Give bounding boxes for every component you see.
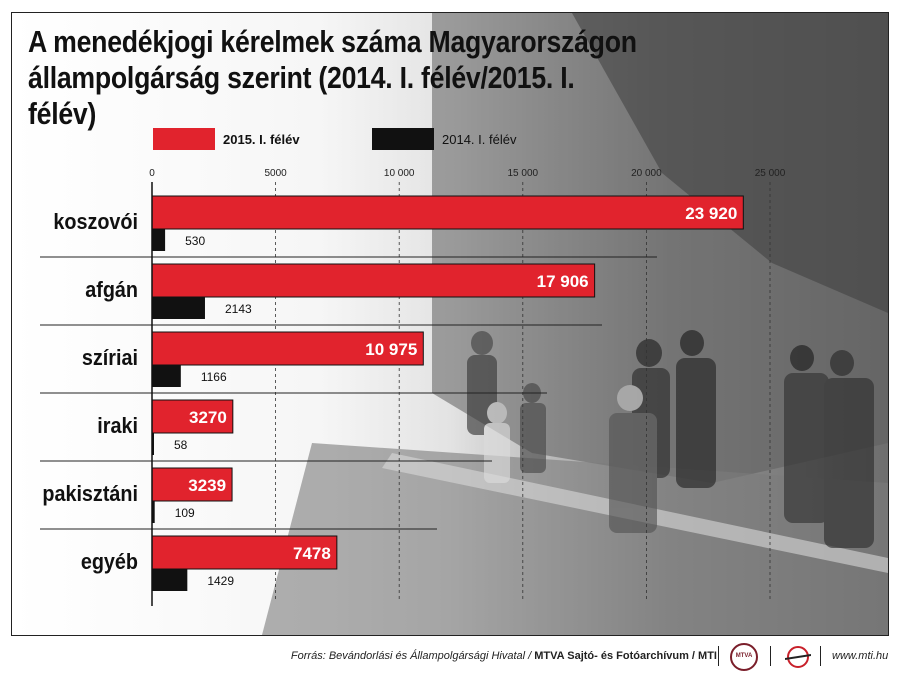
footer-divider: [820, 646, 821, 666]
data-label-2015: 10 975: [365, 340, 417, 359]
source-credit: MTVA Sajtó- és Fotóarchívum / MTI: [534, 650, 717, 662]
bar-2014: [152, 229, 166, 251]
category-label: koszovói: [53, 210, 138, 234]
bar-2015: [151, 263, 596, 298]
category-label: egyéb: [81, 550, 138, 574]
data-label-2014: 530: [185, 234, 205, 248]
data-label-2014: 2143: [225, 302, 252, 316]
bar-2014: [152, 501, 155, 523]
x-tick-label: 10 000: [384, 168, 415, 179]
category-label: iraki: [97, 414, 138, 438]
x-tick-label: 20 000: [631, 168, 662, 179]
x-tick-label: 15 000: [508, 168, 539, 179]
legend-item-2014: 2014. I. félév: [372, 127, 516, 151]
category-label: szíriai: [82, 346, 138, 370]
category-label: pakisztáni: [42, 482, 138, 506]
category-label: afgán: [85, 278, 138, 302]
data-label-2015: 3239: [188, 476, 226, 495]
bar-2015: [151, 331, 424, 366]
legend-label-2015: 2015. I. félév: [223, 131, 300, 147]
background-photo-refugees: [262, 13, 888, 635]
title-line-2: állampolgárság szerint (2014. I. félév/2…: [28, 60, 575, 131]
bar-2014: [152, 365, 181, 387]
legend-item-2015: 2015. I. félév: [153, 127, 300, 151]
data-label-2015: 23 920: [685, 204, 737, 223]
legend-swatch-2015: [153, 128, 215, 150]
bar-2015: [151, 399, 234, 434]
data-label-2014: 109: [175, 506, 195, 520]
source-text: Forrás: Bevándorlási és Állampolgársági …: [291, 650, 717, 662]
data-label-2015: 7478: [293, 544, 331, 563]
x-tick-label: 25 000: [755, 168, 786, 179]
bar-2015: [151, 535, 338, 570]
legend-label-2014: 2014. I. félév: [442, 131, 517, 147]
legend-swatch-2014: [372, 128, 434, 150]
x-tick-label: 5000: [264, 168, 287, 179]
bar-2014: [152, 569, 188, 591]
data-label-2014: 1166: [201, 370, 227, 384]
chart-title: A menedékjogi kérelmek száma Magyarorszá…: [28, 24, 647, 132]
bar-2015: [151, 195, 744, 230]
data-label-2014: 1429: [207, 574, 234, 588]
source-prefix: Forrás: Bevándorlási és Állampolgársági …: [290, 650, 535, 662]
bar-2015: [151, 467, 233, 502]
footer: Forrás: Bevándorlási és Állampolgársági …: [0, 642, 900, 677]
x-tick-label: 0: [149, 168, 155, 179]
data-label-2015: 3270: [189, 408, 227, 427]
title-line-1: A menedékjogi kérelmek száma Magyarorszá…: [28, 24, 637, 59]
bar-2014: [152, 433, 154, 455]
mtva-logo: MTVA: [730, 643, 758, 671]
bar-2014: [152, 297, 205, 319]
data-label-2014: 58: [174, 438, 188, 452]
footer-divider: [770, 646, 771, 666]
footer-divider: [718, 646, 719, 666]
data-label-2015: 17 906: [537, 272, 589, 291]
mtva-logo-text: MTVA: [735, 653, 753, 659]
mti-logo: [785, 646, 811, 668]
site-link[interactable]: www.mti.hu: [832, 650, 889, 662]
chart-frame: [11, 12, 889, 636]
